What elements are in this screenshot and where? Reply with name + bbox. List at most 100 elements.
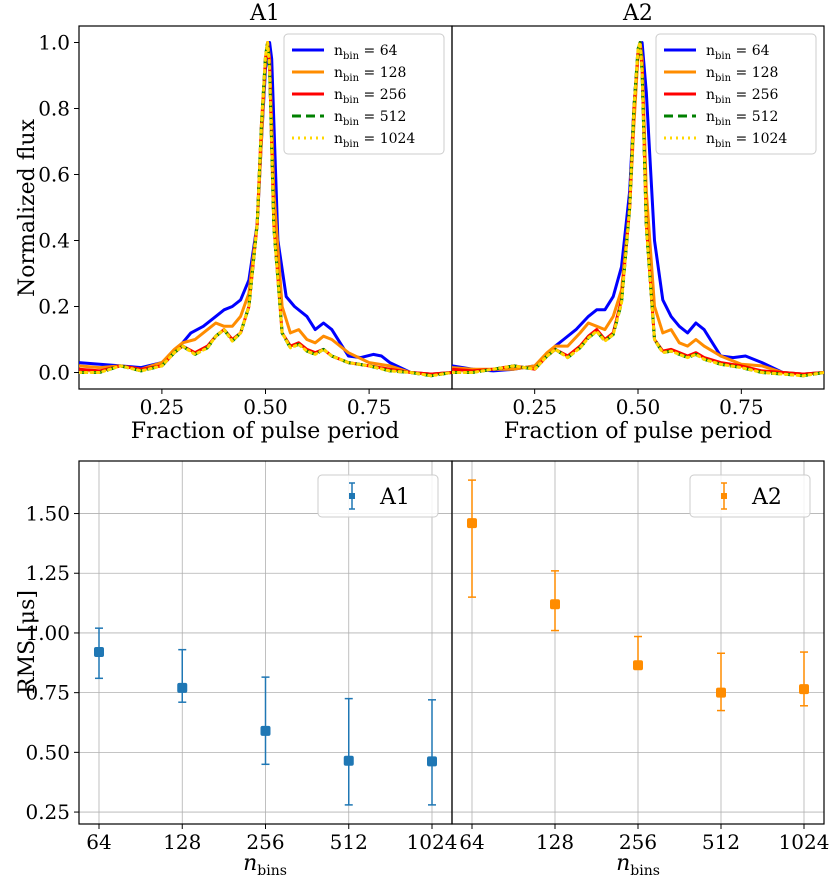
legend-label-sub: bin (343, 95, 360, 106)
y-tick-label-bottom-left: 0.25 (25, 800, 70, 824)
x-axis-title-main-bottom-right: n (616, 851, 630, 876)
series-line-1024-top-right (452, 41, 824, 378)
legend-label-main: n (334, 109, 343, 125)
y-tick-label-bottom-left: 0.50 (25, 740, 70, 764)
legend-label-value: = 256 (359, 87, 406, 103)
x-axis-title-top-left: Fraction of pulse period (131, 419, 399, 444)
x-tick-label-bottom-right: 128 (536, 830, 574, 854)
legend-label-main: n (706, 109, 715, 125)
data-point-128-bottom-right (550, 570, 560, 632)
x-tick-label-bottom-right: 64 (459, 830, 484, 854)
point-marker (633, 660, 643, 671)
data-point-64-bottom-right (467, 479, 477, 598)
legend-label-sub: bin (343, 139, 360, 150)
x-axis-title-main-bottom-left: n (243, 851, 257, 876)
y-tick-label-bottom-left: 1.25 (25, 561, 70, 585)
legend-label-1024-top-right: nbin = 1024 (706, 131, 787, 150)
x-tick-label-bottom-right: 1024 (779, 830, 830, 854)
legend-label-1024-top-left: nbin = 1024 (334, 131, 415, 150)
legend-label-256-top-right: nbin = 256 (706, 87, 779, 106)
y-axis-title-bottom-left: RMS [μs] (15, 590, 40, 694)
x-axis-title-sub-bottom-left: bins (257, 863, 287, 879)
y-tick-label-bottom-left: 1.50 (25, 502, 70, 526)
point-marker (427, 756, 437, 767)
legend-label-128-top-right: nbin = 128 (706, 65, 778, 84)
series-line-1024-top-left (79, 41, 452, 378)
point-marker (467, 518, 477, 529)
point-marker (177, 682, 188, 693)
legend-label-value: = 128 (731, 65, 778, 81)
y-tick-label-top-left: 0.8 (38, 97, 70, 121)
legend-label-value: = 512 (359, 109, 406, 125)
panel-bottom-right: 64 128 256 512 1024 nbins A2 (451, 460, 829, 879)
data-point-512-bottom-left (343, 697, 354, 806)
x-tick-label-bottom-left: 1024 (407, 830, 458, 854)
legend-label-512-top-right: nbin = 512 (706, 109, 778, 128)
x-tick-label-top-right: 0.50 (616, 395, 661, 419)
legend-label-value: = 64 (359, 43, 398, 59)
y-tick-label-top-left: 0.4 (38, 229, 70, 253)
panel-top-left: A1 0.25 0.50 0.75 0.0 0.2 0.4 0.6 0.8 1.0 Fract… (15, 1, 453, 444)
x-axis-title-bottom-left: nbins (243, 851, 287, 879)
legend-label-main: n (706, 131, 715, 147)
legend-bottom-left: A1 (317, 474, 439, 518)
legend-swatch-marker (721, 493, 727, 499)
legend-box-bottom-right (689, 474, 811, 518)
legend-box-top-right (655, 33, 817, 155)
y-tick-label-top-left: 1.0 (38, 31, 70, 55)
legend-bottom-right: A2 (689, 474, 811, 518)
x-tick-label-bottom-left: 64 (86, 830, 111, 854)
x-axis-title-top-right: Fraction of pulse period (504, 419, 772, 444)
x-tick-label-top-left: 0.75 (347, 395, 392, 419)
x-axis-title-bottom-right: nbins (616, 851, 660, 879)
points-bottom-left (94, 627, 437, 806)
legend-label-value: = 256 (731, 87, 778, 103)
data-point-256-bottom-right (633, 635, 643, 671)
legend-swatch-marker (349, 493, 355, 499)
y-tick-label-top-left: 0.6 (38, 163, 70, 187)
point-marker (343, 755, 354, 766)
legend-label-main: n (706, 87, 715, 103)
y-tick-label-bottom-left: 0.75 (25, 681, 70, 705)
legend-label-main: n (706, 43, 715, 59)
y-tick-label-top-left: 0.0 (38, 361, 70, 385)
panel-bottom-left: 64 128 256 512 1024 0.25 0.50 0.75 1.00 1.25 1.50… (15, 460, 457, 879)
x-tick-label-bottom-left: 128 (163, 830, 201, 854)
y-ticks-bottom-left: 0.25 0.50 0.75 1.00 1.25 1.50 (25, 502, 79, 824)
x-tick-label-bottom-right: 512 (702, 830, 740, 854)
legend-box-bottom-left (317, 474, 439, 518)
legend-label-256-top-left: nbin = 256 (334, 87, 407, 106)
panel-top-right: A2 0.25 0.50 0.75 Fraction of pulse period… (451, 1, 825, 444)
legend-label-value: = 64 (731, 43, 770, 59)
legend-label-value: = 1024 (359, 131, 415, 147)
x-tick-label-bottom-left: 256 (246, 830, 284, 854)
legend-label-value: = 512 (731, 109, 778, 125)
legend-label-value: = 1024 (731, 131, 787, 147)
lines-top-right (452, 41, 824, 378)
legend-box-top-left (283, 33, 445, 155)
data-point-256-bottom-left (260, 676, 271, 766)
legend-label-main: n (334, 87, 343, 103)
lines-top-left (79, 41, 452, 378)
x-ticks-bottom-right: 64 128 256 512 1024 (459, 824, 829, 854)
legend-label-main: n (706, 65, 715, 81)
legend-label-main: n (334, 131, 343, 147)
legend-label-64-top-right: nbin = 64 (706, 43, 770, 62)
y-ticks-top-left: 0.0 0.2 0.4 0.6 0.8 1.0 (38, 31, 79, 385)
x-ticks-top-left: 0.25 0.50 0.75 (140, 389, 392, 419)
point-marker (550, 599, 560, 610)
x-tick-label-bottom-right: 256 (619, 830, 657, 854)
x-tick-label-top-right: 0.25 (512, 395, 557, 419)
legend-label-512-top-left: nbin = 512 (334, 109, 406, 128)
y-tick-label-top-left: 0.2 (38, 295, 70, 319)
x-ticks-bottom-left: 64 128 256 512 1024 (86, 824, 457, 854)
legend-label-bottom-left: A1 (379, 485, 410, 510)
x-tick-label-top-right: 0.75 (719, 395, 764, 419)
data-point-64-bottom-left (94, 627, 104, 680)
legend-label-sub: bin (715, 117, 732, 128)
x-ticks-top-right: 0.25 0.50 0.75 (512, 389, 764, 419)
data-point-128-bottom-left (177, 648, 188, 703)
